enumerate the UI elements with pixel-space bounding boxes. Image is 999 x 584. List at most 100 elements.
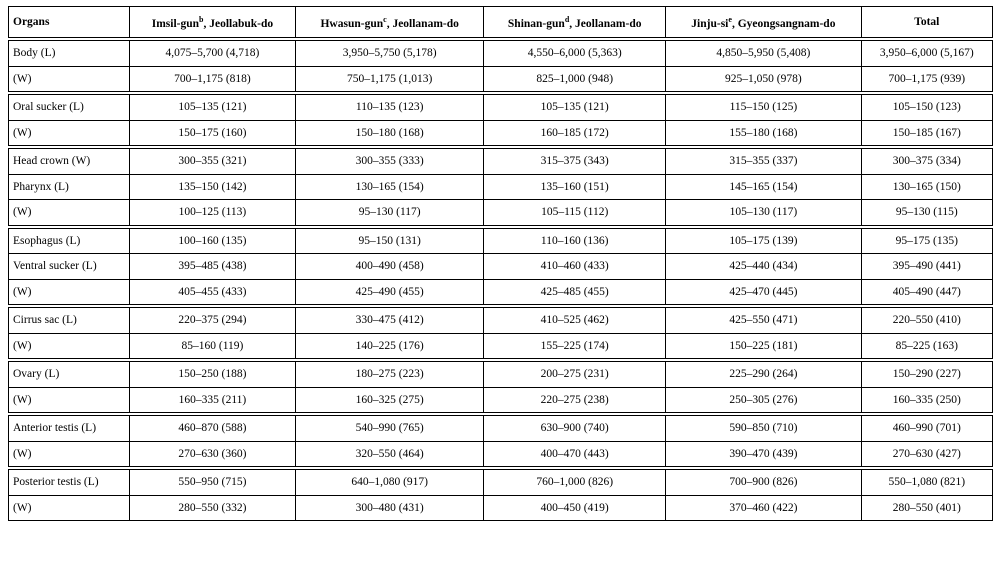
measurement-cell: 760–1,000 (826) bbox=[483, 467, 667, 496]
row-group: Oral sucker (L) 105–135 (121) 110–135 (123… bbox=[8, 92, 994, 148]
measurement-cell: 130–165 (150) bbox=[860, 173, 994, 200]
row-group: Head crown (W) 300–355 (321) 300–355 (333)… bbox=[8, 146, 994, 227]
data-row: (W) 700–1,175 (818) 750–1,175 (1,013) 825–1… bbox=[8, 65, 994, 94]
measurement-cell: 315–355 (337) bbox=[665, 146, 862, 175]
organ-label: (W) bbox=[8, 199, 130, 227]
organ-label: (W) bbox=[8, 65, 130, 94]
measurement-cell: 85–160 (119) bbox=[128, 332, 297, 361]
organ-label: (W) bbox=[8, 494, 130, 521]
measurement-cell: 750–1,175 (1,013) bbox=[295, 65, 485, 94]
data-row: (W) 85–160 (119) 140–225 (176) 155–225 (174… bbox=[8, 332, 994, 361]
measurement-cell: 700–900 (826) bbox=[665, 467, 862, 496]
data-row: Body (L) 4,075–5,700 (4,718) 3,950–5,750 (… bbox=[8, 38, 994, 67]
data-row: (W) 160–335 (211) 160–325 (275) 220–275 (23… bbox=[8, 386, 994, 415]
header-cell: Jinju-sie, Gyeongsangnam-do bbox=[665, 6, 862, 40]
measurement-cell: 135–150 (142) bbox=[128, 173, 297, 200]
measurement-cell: 150–180 (168) bbox=[295, 119, 485, 148]
organ-label: Esophagus (L) bbox=[8, 226, 130, 254]
footnote-mark: e bbox=[728, 14, 732, 24]
measurement-cell: 460–870 (588) bbox=[128, 413, 297, 442]
measurement-cell: 145–165 (154) bbox=[665, 173, 862, 200]
measurement-cell: 425–550 (471) bbox=[665, 305, 862, 334]
measurement-cell: 95–175 (135) bbox=[860, 226, 994, 254]
data-row: Pharynx (L) 135–150 (142) 130–165 (154) 135… bbox=[8, 173, 994, 200]
measurement-cell: 225–290 (264) bbox=[665, 359, 862, 388]
measurement-cell: 425–485 (455) bbox=[483, 278, 667, 307]
data-row: Posterior testis (L) 550–950 (715) 640–1,0… bbox=[8, 467, 994, 496]
measurement-cell: 100–125 (113) bbox=[128, 199, 297, 227]
measurement-cell: 150–290 (227) bbox=[860, 359, 994, 388]
measurement-cell: 110–135 (123) bbox=[295, 92, 485, 121]
measurement-cell: 250–305 (276) bbox=[665, 386, 862, 415]
row-group: Body (L) 4,075–5,700 (4,718) 3,950–5,750 (… bbox=[8, 38, 994, 94]
measurement-cell: 300–480 (431) bbox=[295, 494, 485, 521]
organ-label: (W) bbox=[8, 119, 130, 148]
measurement-cell: 270–630 (360) bbox=[128, 440, 297, 469]
header-cell: Imsil-gunb, Jeollabuk-do bbox=[128, 6, 297, 40]
measurement-cell: 160–325 (275) bbox=[295, 386, 485, 415]
measurement-cell: 410–525 (462) bbox=[483, 305, 667, 334]
measurement-cell: 390–470 (439) bbox=[665, 440, 862, 469]
organ-label: Cirrus sac (L) bbox=[8, 305, 130, 334]
measurement-cell: 105–150 (123) bbox=[860, 92, 994, 121]
measurement-cell: 95–130 (117) bbox=[295, 199, 485, 227]
measurement-cell: 150–225 (181) bbox=[665, 332, 862, 361]
measurement-cell: 100–160 (135) bbox=[128, 226, 297, 254]
data-row: Anterior testis (L) 460–870 (588) 540–990 … bbox=[8, 413, 994, 442]
measurement-cell: 400–490 (458) bbox=[295, 253, 485, 280]
header-cell: Organs bbox=[8, 6, 130, 40]
measurement-cell: 4,550–6,000 (5,363) bbox=[483, 38, 667, 67]
measurement-cell: 925–1,050 (978) bbox=[665, 65, 862, 94]
organ-label: (W) bbox=[8, 278, 130, 307]
measurement-cell: 300–355 (333) bbox=[295, 146, 485, 175]
data-row: (W) 280–550 (332) 300–480 (431) 400–450 (41… bbox=[8, 494, 994, 521]
measurement-table: Organs Imsil-gunb, Jeollabuk-do Hwasun-gun… bbox=[8, 6, 994, 521]
region-name: , Gyeongsangnam-do bbox=[731, 17, 836, 30]
footnote-mark: c bbox=[383, 14, 387, 24]
measurement-cell: 550–1,080 (821) bbox=[860, 467, 994, 496]
measurement-cell: 395–485 (438) bbox=[128, 253, 297, 280]
measurement-cell: 330–475 (412) bbox=[295, 305, 485, 334]
measurement-cell: 280–550 (332) bbox=[128, 494, 297, 521]
location-name: Hwasun-gun bbox=[320, 17, 384, 30]
measurement-cell: 4,075–5,700 (4,718) bbox=[128, 38, 297, 67]
measurement-cell: 550–950 (715) bbox=[128, 467, 297, 496]
measurement-cell: 220–550 (410) bbox=[860, 305, 994, 334]
measurement-cell: 150–250 (188) bbox=[128, 359, 297, 388]
measurement-cell: 150–185 (167) bbox=[860, 119, 994, 148]
organ-label: Body (L) bbox=[8, 38, 130, 67]
measurement-cell: 220–275 (238) bbox=[483, 386, 667, 415]
measurement-cell: 320–550 (464) bbox=[295, 440, 485, 469]
measurement-cell: 590–850 (710) bbox=[665, 413, 862, 442]
measurement-cell: 160–335 (211) bbox=[128, 386, 297, 415]
footnote-mark: b bbox=[199, 14, 204, 24]
measurement-cell: 370–460 (422) bbox=[665, 494, 862, 521]
organ-label: Ventral sucker (L) bbox=[8, 253, 130, 280]
measurement-cell: 425–440 (434) bbox=[665, 253, 862, 280]
measurement-cell: 395–490 (441) bbox=[860, 253, 994, 280]
measurement-cell: 405–490 (447) bbox=[860, 278, 994, 307]
measurement-cell: 95–130 (115) bbox=[860, 199, 994, 227]
measurement-cell: 180–275 (223) bbox=[295, 359, 485, 388]
data-row: (W) 150–175 (160) 150–180 (168) 160–185 (17… bbox=[8, 119, 994, 148]
organ-label: Oral sucker (L) bbox=[8, 92, 130, 121]
row-group: Posterior testis (L) 550–950 (715) 640–1,0… bbox=[8, 467, 994, 521]
measurement-cell: 105–175 (139) bbox=[665, 226, 862, 254]
location-name: Imsil-gun bbox=[151, 17, 200, 30]
measurement-cell: 135–160 (151) bbox=[483, 173, 667, 200]
row-group: Ovary (L) 150–250 (188) 180–275 (223) 200–2… bbox=[8, 359, 994, 415]
data-row: (W) 405–455 (433) 425–490 (455) 425–485 (45… bbox=[8, 278, 994, 307]
organ-label: Posterior testis (L) bbox=[8, 467, 130, 496]
data-row: (W) 100–125 (113) 95–130 (117) 105–115 (112… bbox=[8, 199, 994, 227]
header-cell: Hwasun-gunc, Jeollanam-do bbox=[295, 6, 485, 40]
measurement-cell: 150–175 (160) bbox=[128, 119, 297, 148]
organ-label: Ovary (L) bbox=[8, 359, 130, 388]
organ-label: Pharynx (L) bbox=[8, 173, 130, 200]
measurement-cell: 300–375 (334) bbox=[860, 146, 994, 175]
measurement-cell: 280–550 (401) bbox=[860, 494, 994, 521]
measurement-cell: 300–355 (321) bbox=[128, 146, 297, 175]
measurement-cell: 155–225 (174) bbox=[483, 332, 667, 361]
measurement-cell: 105–135 (121) bbox=[128, 92, 297, 121]
measurement-cell: 85–225 (163) bbox=[860, 332, 994, 361]
